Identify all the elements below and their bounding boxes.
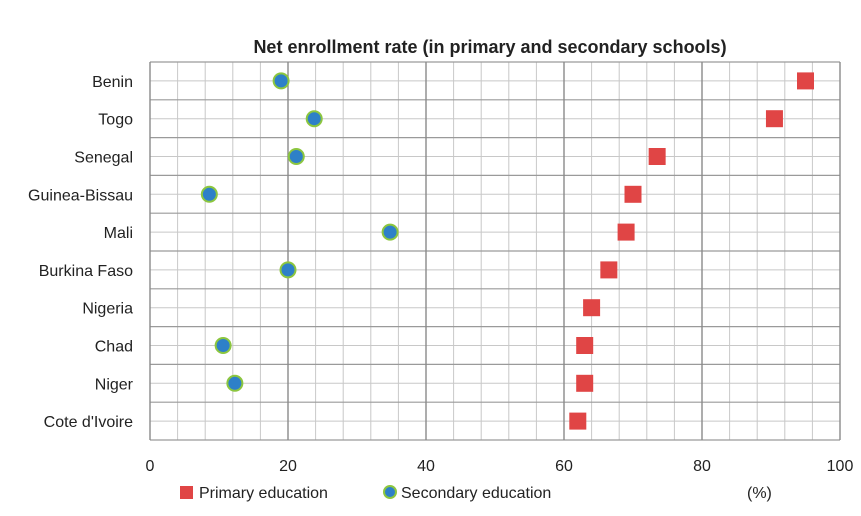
secondary-education-point bbox=[287, 148, 305, 165]
category-label: Guinea-Bissau bbox=[28, 187, 133, 204]
primary-education-point bbox=[624, 185, 642, 203]
axis-labels: 0 20 40 60 80 100 Benin Togo Senegal Guinea-Bissa… bbox=[28, 74, 853, 475]
data-marks bbox=[200, 72, 814, 430]
primary-education-point bbox=[797, 72, 814, 90]
category-label: Mali bbox=[104, 225, 133, 242]
primary-education-point bbox=[765, 110, 783, 128]
legend-secondary-label: Secondary education bbox=[401, 485, 551, 502]
category-label: Benin bbox=[92, 74, 133, 91]
x-tick-label: 100 bbox=[827, 458, 854, 475]
category-label: Cote d'Ivoire bbox=[44, 414, 133, 431]
primary-education-point bbox=[583, 299, 601, 317]
category-label: Burkina Faso bbox=[39, 263, 133, 280]
category-label: Chad bbox=[95, 339, 133, 356]
unit-label: (%) bbox=[747, 485, 772, 502]
primary-education-point bbox=[617, 223, 635, 241]
legend-primary-marker bbox=[180, 486, 193, 499]
secondary-education-point bbox=[279, 261, 297, 279]
x-tick-label: 0 bbox=[146, 458, 155, 475]
secondary-education-point bbox=[272, 72, 290, 90]
secondary-education-point bbox=[305, 110, 323, 128]
secondary-education-point bbox=[226, 374, 244, 392]
category-label: Senegal bbox=[74, 150, 133, 167]
x-tick-label: 60 bbox=[555, 458, 573, 475]
chart-title: Net enrollment rate (in primary and seco… bbox=[253, 37, 726, 57]
primary-education-point bbox=[648, 148, 666, 165]
x-tick-label: 80 bbox=[693, 458, 711, 475]
category-label: Togo bbox=[98, 112, 133, 129]
category-label: Niger bbox=[95, 376, 134, 393]
primary-education-point bbox=[576, 337, 594, 354]
primary-education-point bbox=[576, 374, 594, 392]
x-tick-label: 20 bbox=[279, 458, 297, 475]
legend: Primary education Secondary education (%… bbox=[180, 485, 772, 502]
legend-secondary-marker bbox=[383, 485, 397, 499]
secondary-education-point bbox=[214, 337, 232, 354]
primary-education-point bbox=[569, 412, 587, 430]
secondary-education-point bbox=[381, 223, 399, 241]
legend-primary-label: Primary education bbox=[199, 485, 328, 502]
primary-education-point bbox=[600, 261, 618, 279]
grid bbox=[149, 61, 841, 441]
secondary-education-point bbox=[200, 185, 218, 203]
category-label: Nigeria bbox=[82, 301, 133, 318]
x-tick-label: 40 bbox=[417, 458, 435, 475]
